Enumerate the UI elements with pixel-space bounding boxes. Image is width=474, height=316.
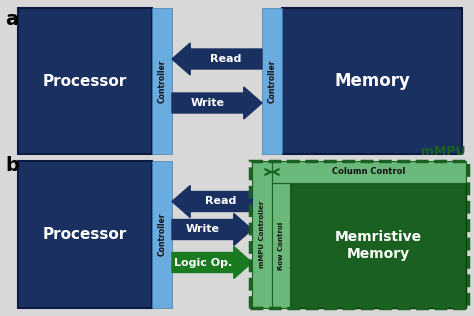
Text: Controller: Controller: [157, 213, 166, 256]
Text: mMPU Controller: mMPU Controller: [259, 201, 265, 268]
Text: Row Control: Row Control: [278, 222, 284, 270]
Text: Processor: Processor: [43, 74, 127, 88]
Text: Logic Op.: Logic Op.: [174, 258, 232, 268]
Bar: [250, 161, 468, 308]
Text: mMPU: mMPU: [421, 145, 466, 158]
Text: Memory: Memory: [334, 72, 410, 90]
Bar: [152, 161, 172, 308]
Text: Controller: Controller: [157, 59, 166, 103]
Bar: [262, 8, 282, 154]
Text: Write: Write: [186, 224, 220, 234]
Text: a: a: [5, 10, 18, 29]
Polygon shape: [172, 214, 252, 246]
Bar: [282, 8, 462, 154]
Bar: [272, 161, 466, 183]
Polygon shape: [172, 43, 262, 75]
Bar: [252, 161, 272, 308]
Text: Controller: Controller: [267, 59, 276, 103]
Text: Memristive
Memory: Memristive Memory: [335, 230, 421, 261]
Polygon shape: [172, 185, 252, 217]
Text: Column Control: Column Control: [332, 167, 406, 177]
Text: b: b: [5, 156, 19, 175]
Bar: [18, 161, 152, 308]
Text: Processor: Processor: [43, 227, 127, 242]
Bar: [152, 8, 172, 154]
Polygon shape: [172, 246, 252, 278]
Bar: [272, 183, 290, 308]
Polygon shape: [172, 87, 262, 119]
Text: Read: Read: [205, 197, 237, 206]
Bar: [18, 8, 152, 154]
Bar: [290, 183, 466, 308]
Text: Read: Read: [210, 54, 242, 64]
Text: Write: Write: [191, 98, 225, 108]
